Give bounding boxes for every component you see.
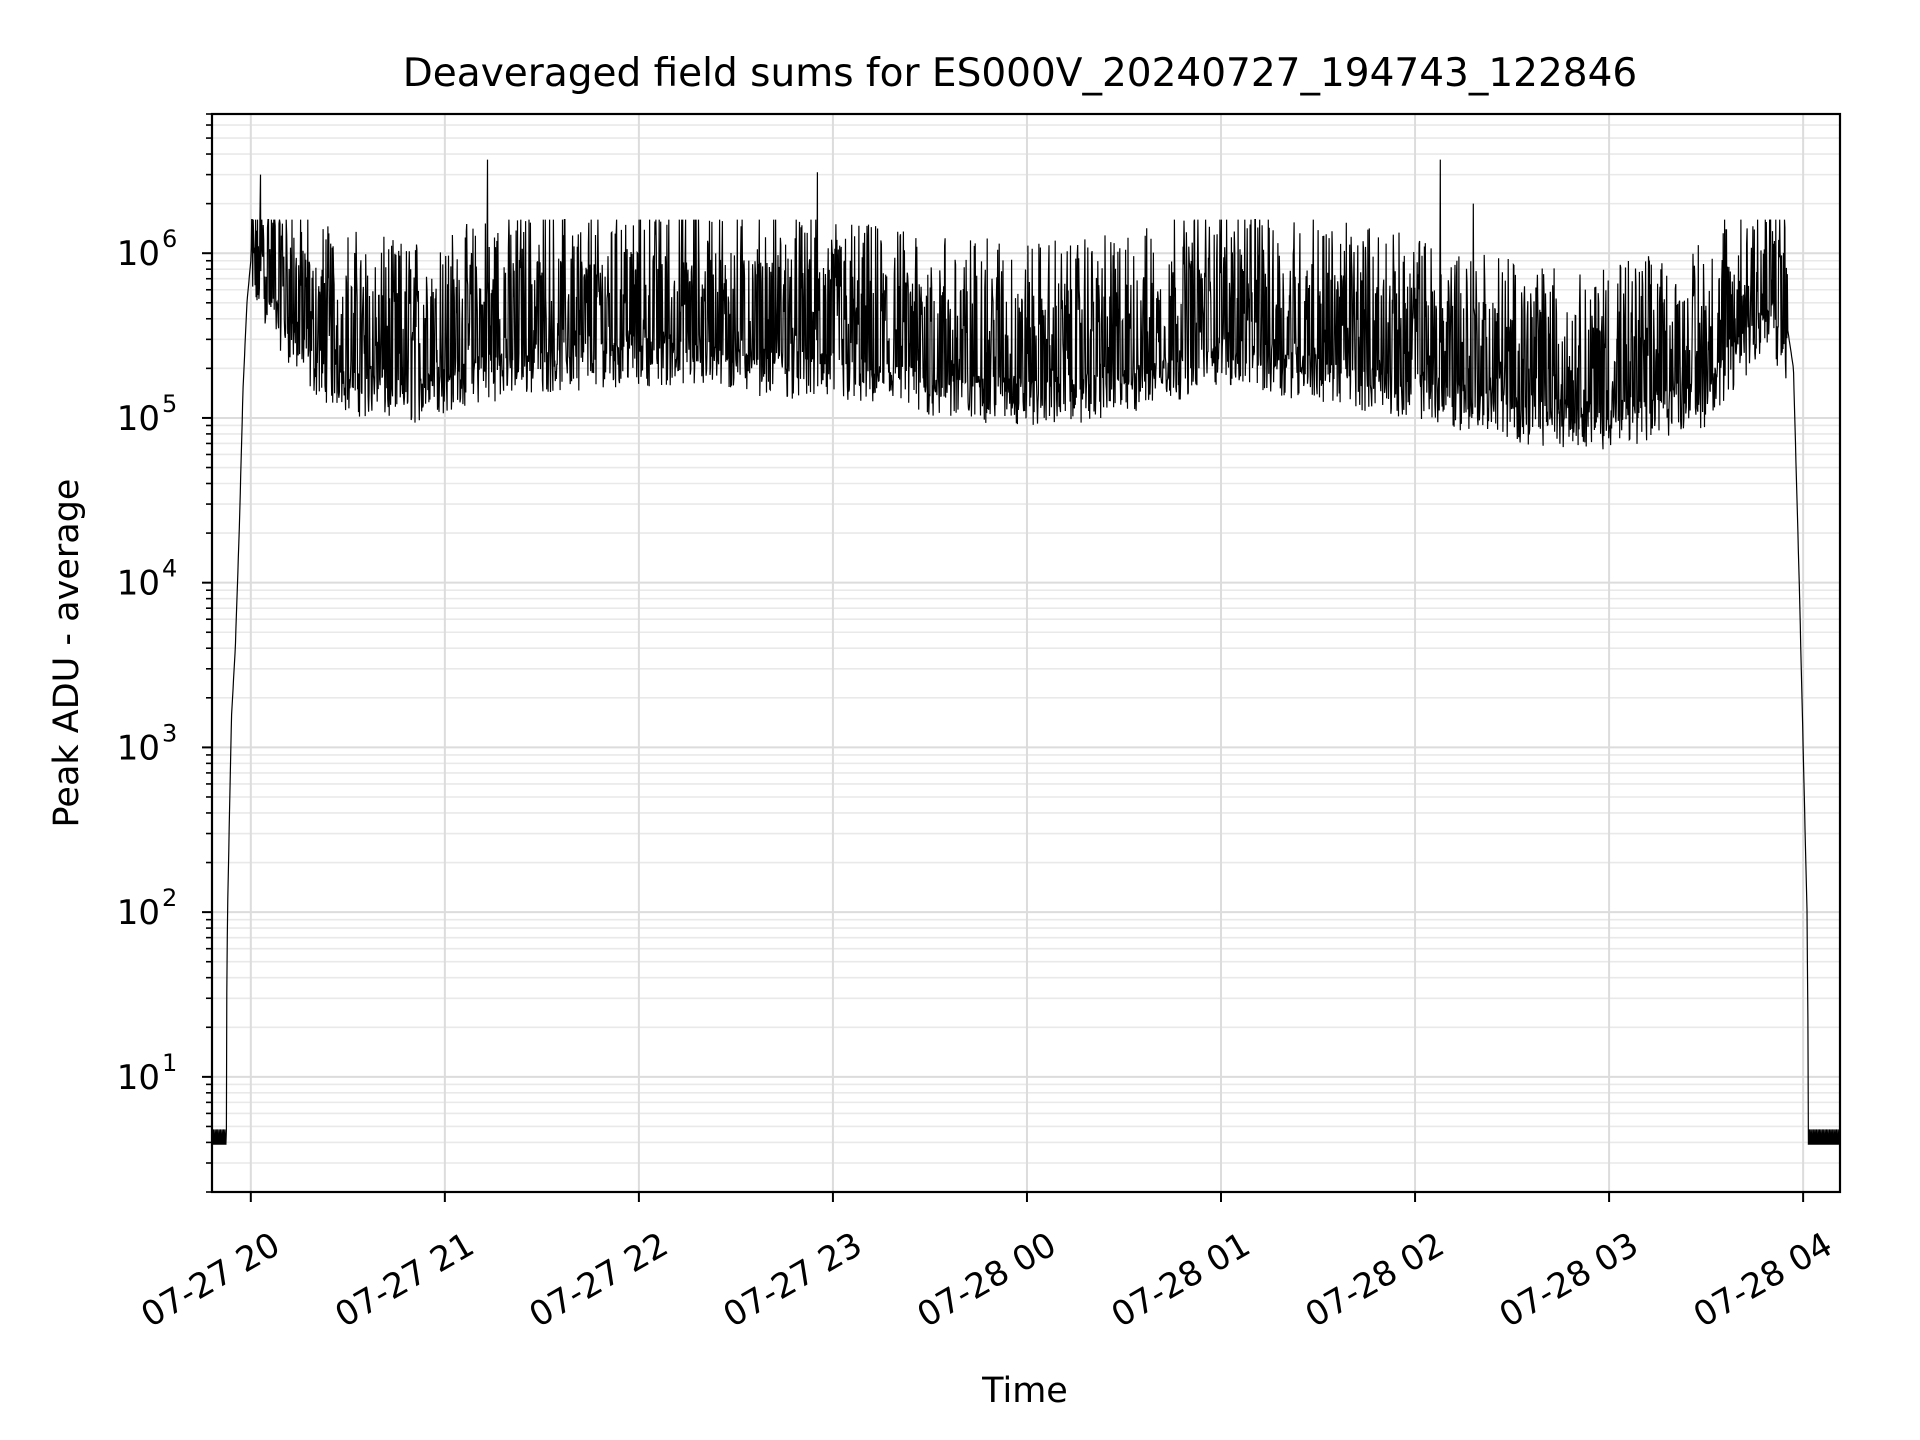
y-tick-exponent: 4 bbox=[162, 555, 177, 583]
y-tick-label: 10 bbox=[117, 893, 160, 933]
x-tick-label: 07-28 02 bbox=[1299, 1225, 1451, 1336]
x-axis: 07-27 20 07-27 21 07-27 22 07-27 23 07-28 00… bbox=[135, 1192, 1839, 1336]
y-tick-label: 10 bbox=[117, 564, 160, 604]
x-tick-label: 07-27 23 bbox=[717, 1225, 869, 1336]
x-tick-label: 07-28 03 bbox=[1493, 1225, 1645, 1336]
y-tick-label: 10 bbox=[117, 399, 160, 439]
x-tick-label: 07-27 22 bbox=[523, 1225, 675, 1336]
y-tick-exponent: 5 bbox=[162, 390, 177, 418]
y-tick-exponent: 3 bbox=[162, 719, 177, 747]
y-tick-label: 10 bbox=[117, 1058, 160, 1098]
x-tick-label: 07-28 00 bbox=[911, 1225, 1063, 1336]
x-tick-label: 07-28 01 bbox=[1105, 1225, 1257, 1336]
series-group bbox=[211, 159, 1841, 1145]
y-tick-exponent: 1 bbox=[162, 1049, 177, 1077]
x-tick-label: 07-27 21 bbox=[329, 1225, 481, 1336]
y-tick-label: 10 bbox=[117, 728, 160, 768]
y-tick-label: 10 bbox=[117, 234, 160, 274]
x-tick-label: 07-28 04 bbox=[1687, 1225, 1839, 1336]
y-tick-exponent: 2 bbox=[162, 884, 177, 912]
series-line bbox=[211, 159, 1841, 1145]
y-tick-exponent: 6 bbox=[162, 225, 177, 253]
chart-title: Deaveraged field sums for ES000V_2024072… bbox=[403, 51, 1637, 96]
x-axis-label: Time bbox=[981, 1371, 1068, 1411]
x-tick-label: 07-27 20 bbox=[135, 1225, 287, 1336]
y-axis-label: Peak ADU - average bbox=[47, 479, 87, 828]
